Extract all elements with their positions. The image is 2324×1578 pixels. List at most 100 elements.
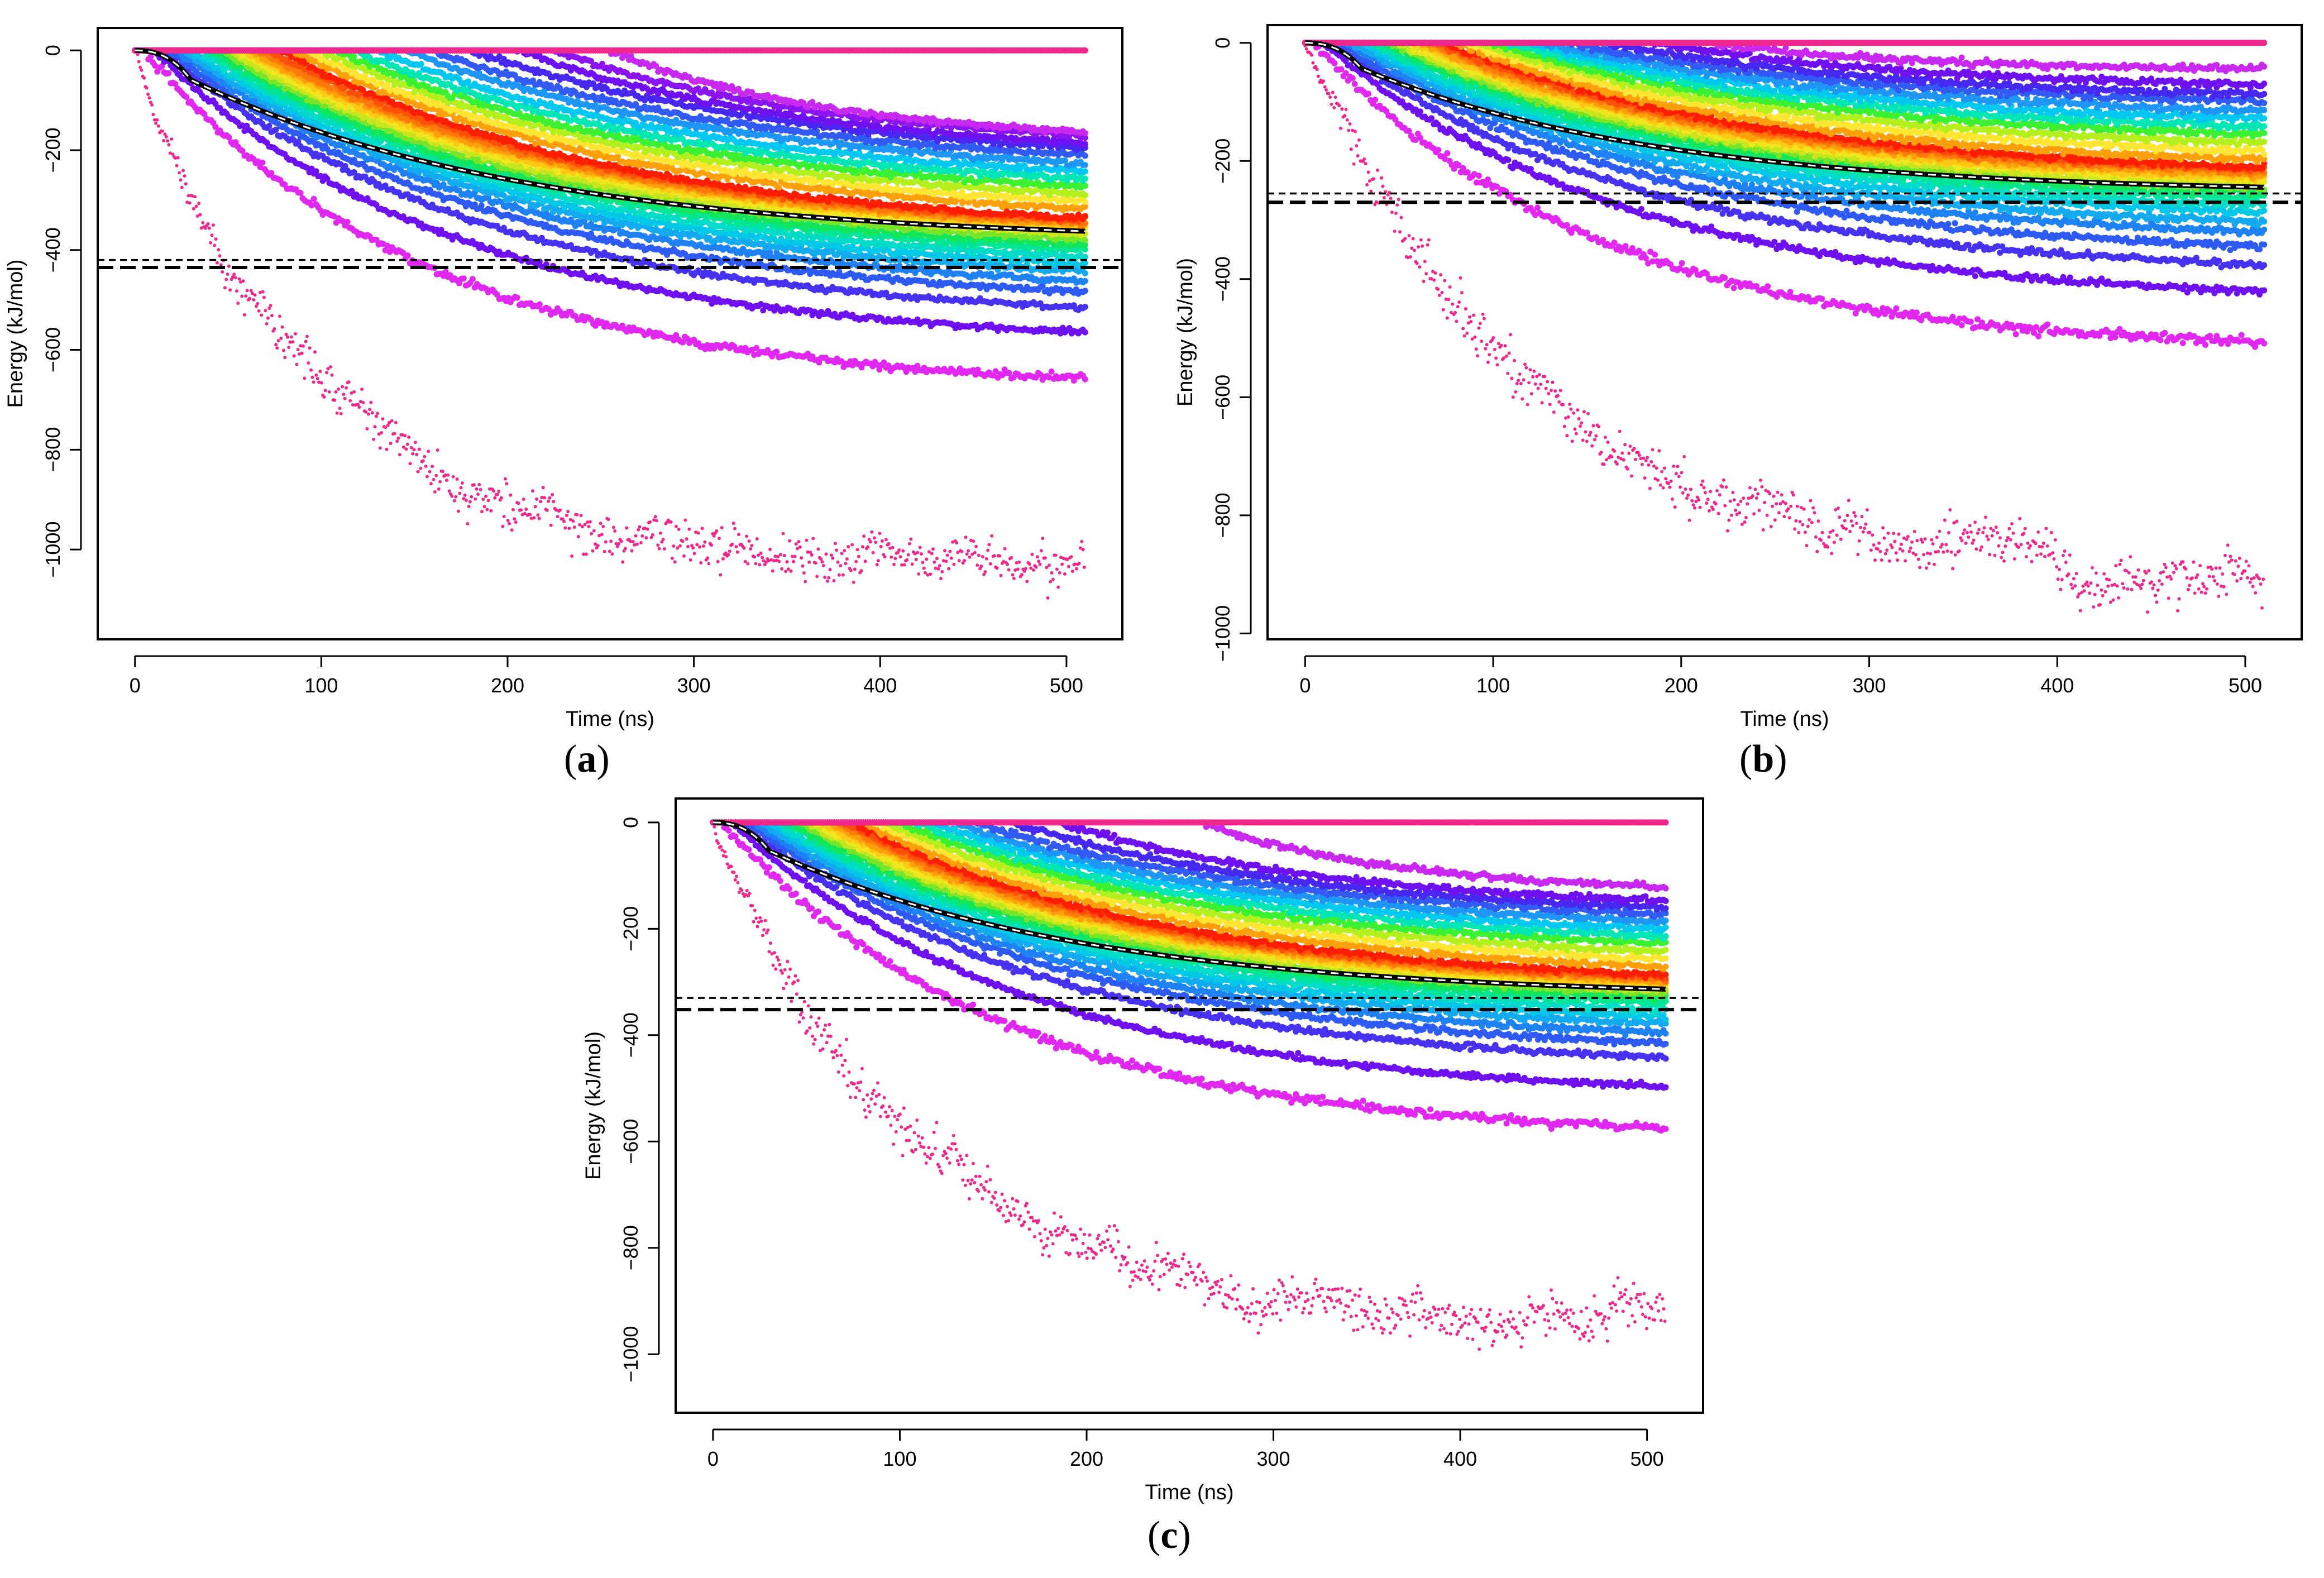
data-point <box>276 339 280 343</box>
data-point <box>1031 568 1035 572</box>
data-point <box>572 525 576 529</box>
data-point <box>551 493 554 496</box>
data-point <box>633 543 637 547</box>
data-point <box>138 65 142 69</box>
data-point <box>988 562 992 566</box>
data-point <box>682 554 686 558</box>
data-point <box>545 508 549 512</box>
data-point <box>467 505 471 508</box>
data-point <box>184 182 188 186</box>
data-point <box>587 525 591 529</box>
data-point <box>219 263 223 267</box>
data-point <box>724 551 728 555</box>
data-point <box>452 499 456 503</box>
data-point <box>317 173 324 179</box>
data-point <box>434 474 438 477</box>
data-point <box>621 560 625 564</box>
data-point <box>1020 573 1024 577</box>
data-point <box>582 552 586 556</box>
data-point <box>921 561 925 565</box>
data-point <box>843 549 847 553</box>
data-point <box>224 278 228 281</box>
data-point <box>429 482 433 486</box>
data-point <box>619 539 623 543</box>
data-point <box>441 470 444 474</box>
data-point <box>897 548 901 552</box>
data-point <box>1037 560 1041 563</box>
data-point <box>965 552 969 556</box>
data-point <box>358 400 362 404</box>
data-point <box>522 498 525 501</box>
data-point <box>721 557 725 561</box>
data-point <box>536 301 543 308</box>
data-point <box>927 550 931 554</box>
data-point <box>773 348 780 355</box>
data-point <box>284 332 288 336</box>
data-point <box>644 536 648 540</box>
data-point <box>1074 567 1078 571</box>
data-point <box>1027 562 1031 566</box>
data-point <box>630 549 634 553</box>
data-point <box>974 544 978 548</box>
data-point <box>192 207 195 211</box>
data-point <box>876 366 883 373</box>
data-point <box>403 434 407 438</box>
data-point <box>576 535 580 538</box>
data-point <box>638 525 642 529</box>
data-point <box>396 436 400 440</box>
data-point <box>466 522 470 525</box>
data-point <box>835 548 839 552</box>
data-point <box>896 551 900 554</box>
data-point <box>558 508 562 512</box>
data-point <box>376 412 380 415</box>
data-point <box>314 373 318 377</box>
data-point <box>374 414 378 418</box>
data-point <box>492 489 495 493</box>
data-point <box>154 121 158 125</box>
data-point <box>221 270 224 274</box>
data-point <box>297 190 304 196</box>
data-point <box>930 552 934 556</box>
data-point <box>366 412 370 416</box>
data-point <box>235 289 238 293</box>
data-point <box>294 332 297 336</box>
data-point <box>687 527 691 531</box>
data-point <box>401 445 405 449</box>
data-point <box>917 572 921 576</box>
data-point <box>341 385 345 389</box>
data-point <box>307 361 310 365</box>
data-point <box>231 275 235 279</box>
data-point <box>425 475 429 479</box>
data-point <box>859 569 863 573</box>
data-point <box>845 557 849 561</box>
data-point <box>699 561 703 565</box>
data-point <box>890 555 893 559</box>
data-point <box>1082 270 1088 276</box>
data-point <box>625 526 629 530</box>
data-point <box>351 403 355 407</box>
data-point <box>820 560 824 564</box>
data-point <box>291 340 295 344</box>
data-point <box>611 525 615 529</box>
data-point <box>637 528 640 532</box>
data-point <box>545 306 552 313</box>
data-point <box>888 546 892 550</box>
data-point <box>712 534 716 538</box>
data-point <box>586 520 590 524</box>
data-point <box>857 554 860 558</box>
data-point <box>163 132 167 136</box>
data-point <box>390 419 394 423</box>
data-point <box>152 118 156 122</box>
data-point <box>1082 329 1088 336</box>
data-point <box>841 573 845 577</box>
data-point <box>1058 571 1061 575</box>
data-point <box>509 493 513 497</box>
data-point <box>749 547 753 551</box>
data-point <box>685 537 688 541</box>
data-point <box>805 351 811 357</box>
data-point <box>286 335 289 339</box>
data-point <box>433 490 437 494</box>
data-point <box>253 293 257 297</box>
data-point <box>444 479 448 482</box>
data-point <box>199 226 203 230</box>
